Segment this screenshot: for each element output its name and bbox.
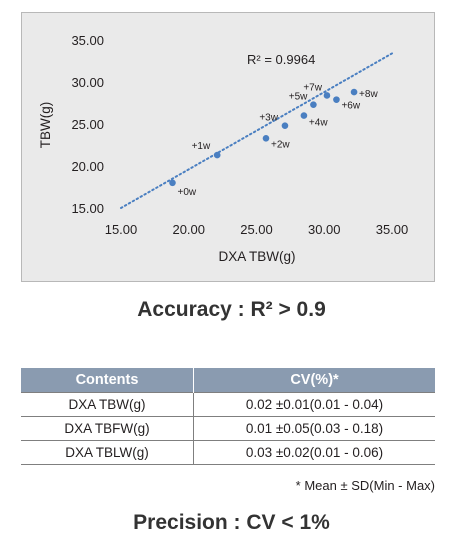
x-tick-label: 15.00 <box>105 222 138 237</box>
y-tick-label: 15.00 <box>71 201 104 216</box>
y-tick-label: 20.00 <box>71 159 104 174</box>
x-axis-title: DXA TBW(g) <box>218 249 295 264</box>
data-point <box>213 151 221 159</box>
table-cell-content: DXA TBW(g) <box>21 392 194 417</box>
data-point <box>310 101 317 108</box>
data-point <box>323 92 331 99</box>
x-tick-label: 30.00 <box>308 222 341 237</box>
trendline <box>120 52 393 209</box>
data-point-label: +4w <box>309 118 328 129</box>
data-point-label: +2w <box>271 139 290 150</box>
table-cell-content: DXA TBFW(g) <box>21 416 194 441</box>
data-point-label: +8w <box>359 89 378 100</box>
y-tick-label: 30.00 <box>71 75 104 90</box>
data-point-label: +3w <box>259 113 278 124</box>
table-cell-cv: 0.02 ±0.01(0.01 - 0.04) <box>193 392 435 417</box>
data-point-label: +6w <box>341 101 360 112</box>
data-point <box>300 112 308 119</box>
data-point <box>262 134 270 142</box>
y-axis-title: TBW(g) <box>38 102 53 149</box>
y-tick-label: 35.00 <box>71 33 104 48</box>
data-point-label: +5w <box>289 92 308 103</box>
table-row: DXA TBW(g) 0.02 ±0.01(0.01 - 0.04) <box>21 392 435 417</box>
scatter-chart: 15.00 20.00 25.00 30.00 35.00 15.00 20.00 25.00… <box>38 33 409 264</box>
table-header-row: Contents CV(%)* <box>21 368 435 393</box>
precision-caption: Precision : CV < 1% <box>133 511 330 534</box>
data-point-label: +1w <box>192 141 211 152</box>
x-tick-label: 25.00 <box>240 222 273 237</box>
x-tick-label: 35.00 <box>376 222 409 237</box>
data-point-label: +7w <box>303 82 322 93</box>
data-point <box>169 179 176 187</box>
data-point-label: +0w <box>177 187 196 198</box>
header-contents: Contents <box>21 368 194 393</box>
data-point <box>333 96 340 103</box>
y-tick-label: 25.00 <box>71 117 104 132</box>
cv-table: Contents CV(%)* DXA TBW(g) 0.02 ±0.01(0.… <box>21 368 435 465</box>
table-cell-cv: 0.01 ±0.05(0.03 - 0.18) <box>193 416 435 441</box>
accuracy-caption: Accuracy : R² > 0.9 <box>137 298 326 321</box>
footnote: * Mean ± SD(Min - Max) <box>295 478 435 493</box>
data-point <box>281 122 289 129</box>
x-tick-label: 20.00 <box>172 222 205 237</box>
chart-panel: 15.00 20.00 25.00 30.00 35.00 15.00 20.00 25.00… <box>21 12 435 282</box>
header-cv: CV(%)* <box>193 368 435 393</box>
r-squared-label: R² = 0.9964 <box>247 52 315 67</box>
table-cell-cv: 0.03 ±0.02(0.01 - 0.06) <box>193 440 435 465</box>
data-point <box>350 88 358 96</box>
table-row: DXA TBFW(g) 0.01 ±0.05(0.03 - 0.18) <box>21 416 435 441</box>
table-cell-content: DXA TBLW(g) <box>21 440 194 465</box>
table-row: DXA TBLW(g) 0.03 ±0.02(0.01 - 0.06) <box>21 440 435 465</box>
